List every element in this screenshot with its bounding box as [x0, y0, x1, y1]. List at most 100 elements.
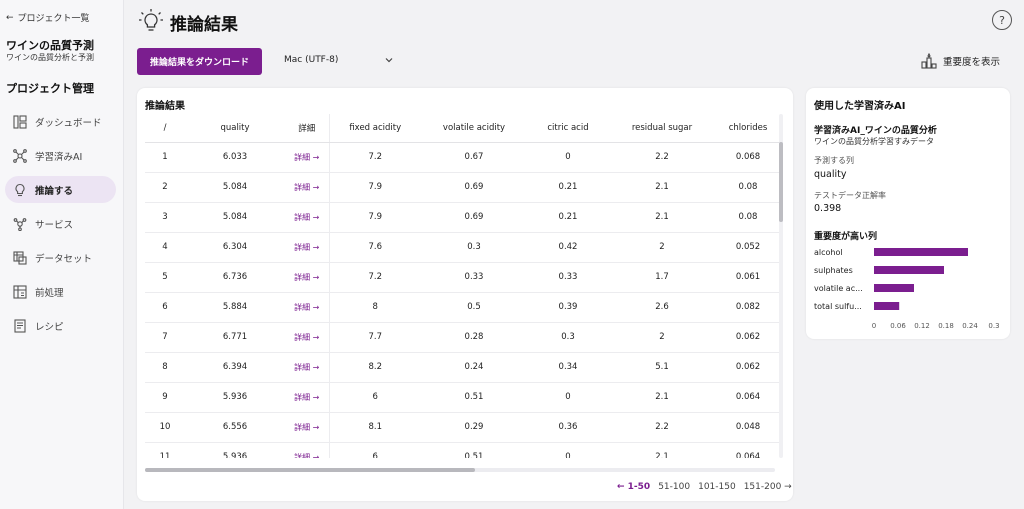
- page-link[interactable]: 51-100: [658, 482, 691, 492]
- detail-link[interactable]: 詳細 →: [294, 182, 320, 192]
- help-icon[interactable]: ?: [992, 10, 1012, 30]
- detail-link[interactable]: 詳細 →: [294, 392, 320, 402]
- cell-quality: 5.936: [185, 442, 285, 458]
- column-header-quality[interactable]: quality: [185, 114, 285, 143]
- cell-fixed-acidity: 7.2: [329, 142, 421, 173]
- cell-volatile-acidity: 0.33: [421, 262, 527, 293]
- results-card: 推論結果 / quality 詳細 fixed acidity volatile…: [137, 88, 793, 501]
- page-link[interactable]: 151-200 →: [743, 482, 792, 492]
- horizontal-scroll-thumb[interactable]: [145, 468, 475, 472]
- category-label: sulphates: [814, 266, 853, 275]
- detail-link[interactable]: 詳細 →: [294, 302, 320, 312]
- vertical-scrollbar[interactable]: [779, 114, 783, 458]
- cell-quality: 5.884: [185, 292, 285, 323]
- cell-index: 5: [145, 262, 185, 293]
- sidebar-item-label: 学習済みAI: [35, 151, 83, 163]
- service-icon: [13, 217, 27, 231]
- cell-volatile-acidity: 0.29: [421, 412, 527, 443]
- cell-fixed-acidity: 6: [329, 442, 421, 458]
- cell-residual-sugar: 5.1: [609, 352, 715, 383]
- horizontal-scrollbar[interactable]: [145, 468, 775, 472]
- cell-chlorides: 0.082: [715, 292, 781, 323]
- sidebar-item-service[interactable]: サービス: [5, 210, 116, 237]
- cell-residual-sugar: 2.6: [609, 292, 715, 323]
- model-data-name: ワインの品質分析学習すみデータ: [814, 137, 934, 146]
- cell-detail: 詳細 →: [285, 352, 330, 383]
- cell-chlorides: 0.062: [715, 352, 781, 383]
- results-table-container[interactable]: / quality 詳細 fixed acidity volatile acid…: [145, 114, 781, 458]
- detail-link[interactable]: 詳細 →: [294, 242, 320, 252]
- detail-link[interactable]: 詳細 →: [294, 422, 320, 432]
- detail-link[interactable]: 詳細 →: [294, 212, 320, 222]
- cell-index: 8: [145, 352, 185, 383]
- column-header-fixed-acidity[interactable]: fixed acidity: [329, 114, 421, 143]
- detail-link[interactable]: 詳細 →: [294, 152, 320, 162]
- arrow-left-icon: ←: [6, 12, 14, 23]
- cell-citric-acid: 0: [527, 142, 609, 173]
- encoding-select[interactable]: Mac (UTF-8): [284, 55, 394, 65]
- sidebar-item-recipe[interactable]: レシピ: [5, 312, 116, 339]
- lightbulb-icon: [139, 9, 163, 31]
- category-label: volatile ac...: [814, 284, 863, 293]
- importance-bar: [874, 248, 968, 256]
- cell-residual-sugar: 2.1: [609, 172, 715, 203]
- cell-residual-sugar: 2: [609, 232, 715, 263]
- cell-fixed-acidity: 7.9: [329, 172, 421, 203]
- cell-citric-acid: 0.21: [527, 202, 609, 233]
- cell-chlorides: 0.064: [715, 442, 781, 458]
- cell-residual-sugar: 2.1: [609, 442, 715, 458]
- importance-chart-title: 重要度が高い列: [814, 232, 878, 242]
- chevron-down-icon: [385, 58, 393, 63]
- download-results-button[interactable]: 推論結果をダウンロード: [137, 48, 262, 75]
- pagination: ← 1-50 51-100 101-150 151-200 →: [617, 482, 792, 492]
- model-name: 学習済みAI_ワインの品質分析: [814, 126, 937, 136]
- column-header-citric-acid[interactable]: citric acid: [527, 114, 609, 143]
- page-link[interactable]: 101-150: [698, 482, 736, 492]
- back-link-label: プロジェクト一覧: [17, 14, 90, 24]
- cell-quality: 6.736: [185, 262, 285, 293]
- cell-volatile-acidity: 0.69: [421, 202, 527, 233]
- column-header-residual-sugar[interactable]: residual sugar: [609, 114, 715, 143]
- cell-chlorides: 0.052: [715, 232, 781, 263]
- cell-citric-acid: 0.39: [527, 292, 609, 323]
- cell-detail: 詳細 →: [285, 322, 330, 353]
- detail-link[interactable]: 詳細 →: [294, 332, 320, 342]
- cell-fixed-acidity: 7.2: [329, 262, 421, 293]
- cell-index: 9: [145, 382, 185, 413]
- cell-detail: 詳細 →: [285, 442, 330, 459]
- table-row: 2 5.084 詳細 → 7.9 0.69 0.21 2.1 0.08: [145, 172, 781, 203]
- cell-chlorides: 0.064: [715, 382, 781, 413]
- detail-link[interactable]: 詳細 →: [294, 452, 320, 459]
- cell-volatile-acidity: 0.51: [421, 382, 527, 413]
- cell-residual-sugar: 2.2: [609, 412, 715, 443]
- cell-index: 11: [145, 442, 185, 458]
- sidebar-item-inference[interactable]: 推論する: [5, 176, 116, 203]
- sidebar-item-label: データセット: [35, 253, 93, 265]
- vertical-scroll-thumb[interactable]: [779, 142, 783, 222]
- cell-index: 10: [145, 412, 185, 443]
- cell-residual-sugar: 1.7: [609, 262, 715, 293]
- cell-chlorides: 0.061: [715, 262, 781, 293]
- detail-link[interactable]: 詳細 →: [294, 272, 320, 282]
- table-header-row: / quality 詳細 fixed acidity volatile acid…: [145, 114, 781, 143]
- dataset-icon: [13, 250, 27, 265]
- sidebar-item-preprocess[interactable]: 前処理: [5, 278, 116, 305]
- cell-volatile-acidity: 0.24: [421, 352, 527, 383]
- dashboard-icon: [13, 114, 27, 129]
- page-link-current[interactable]: ← 1-50: [617, 482, 651, 492]
- sidebar-item-trained-ai[interactable]: 学習済みAI: [5, 142, 116, 169]
- sidebar-item-dashboard[interactable]: ダッシュボード: [5, 108, 116, 135]
- column-header-index[interactable]: /: [145, 114, 185, 143]
- detail-link[interactable]: 詳細 →: [294, 362, 320, 372]
- x-tick-label: 0.12: [914, 322, 930, 330]
- sidebar-item-dataset[interactable]: データセット: [5, 244, 116, 271]
- cell-citric-acid: 0.3: [527, 322, 609, 353]
- column-header-chlorides[interactable]: chlorides: [715, 114, 781, 143]
- table-row: 6 5.884 詳細 → 8 0.5 0.39 2.6 0.082: [145, 292, 781, 323]
- cell-volatile-acidity: 0.5: [421, 292, 527, 323]
- model-card-title: 使用した学習済みAI: [814, 101, 906, 112]
- back-to-projects-link[interactable]: ← プロジェクト一覧: [6, 11, 90, 25]
- show-importance-button[interactable]: 重要度を表示: [921, 53, 1000, 69]
- column-header-volatile-acidity[interactable]: volatile acidity: [421, 114, 527, 143]
- cell-detail: 詳細 →: [285, 382, 330, 413]
